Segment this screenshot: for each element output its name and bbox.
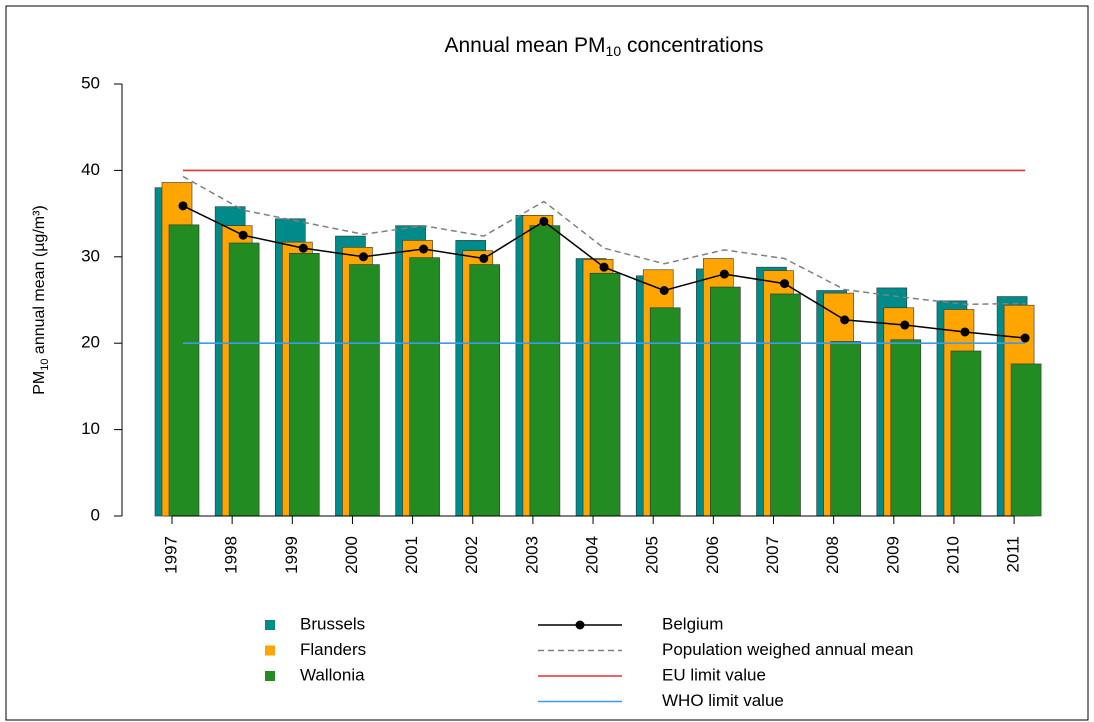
bar xyxy=(890,339,922,517)
x-tick-label: 1999 xyxy=(282,536,301,574)
bar xyxy=(168,224,200,517)
legend-label: Flanders xyxy=(300,640,366,659)
y-tick-label: 10 xyxy=(81,419,100,438)
legend-swatch xyxy=(265,645,275,656)
bar xyxy=(228,242,260,517)
y-tick-label: 30 xyxy=(81,246,100,265)
line-marker xyxy=(1020,333,1030,343)
legend-label: Wallonia xyxy=(300,665,365,684)
x-tick-label: 2003 xyxy=(522,536,541,574)
line-marker xyxy=(900,320,910,330)
chart-title: Annual mean PM10 concentrations xyxy=(444,34,763,59)
x-tick-label: 1998 xyxy=(222,536,241,574)
bar xyxy=(710,286,741,517)
y-tick-label: 20 xyxy=(81,333,100,352)
ylabel-tail: annual mean (µg/m³) xyxy=(31,205,48,358)
title-main: Annual mean PM xyxy=(444,34,605,57)
bar xyxy=(529,225,561,517)
line-series xyxy=(182,175,1026,306)
line-marker xyxy=(238,230,248,240)
x-tick-label: 2009 xyxy=(883,536,902,574)
y-axis-label: PM10 annual mean (µg/m³) xyxy=(31,205,51,395)
legend-label: WHO limit value xyxy=(662,691,784,710)
legend-label: EU limit value xyxy=(662,665,766,684)
bar xyxy=(589,272,621,517)
title-sub: 10 xyxy=(606,43,622,59)
line-marker xyxy=(960,327,970,337)
x-tick-label: 2004 xyxy=(583,536,602,574)
line-marker xyxy=(659,285,669,295)
bar xyxy=(830,341,861,517)
x-tick-label: 2007 xyxy=(763,536,782,574)
line-marker xyxy=(539,216,549,226)
legend-marker xyxy=(575,620,585,630)
bar xyxy=(1010,363,1042,517)
line-marker xyxy=(358,252,368,262)
legend-swatch xyxy=(265,671,275,681)
bar xyxy=(349,264,380,517)
x-tick-label: 2008 xyxy=(823,536,842,574)
ylabel-sub: 10 xyxy=(39,359,51,371)
line-marker xyxy=(599,262,609,272)
line-marker xyxy=(419,244,429,254)
line-marker xyxy=(479,254,489,264)
x-tick-label: 1997 xyxy=(161,536,180,574)
bar xyxy=(469,264,501,517)
x-tick-label: 2005 xyxy=(643,536,662,574)
y-tick-label: 40 xyxy=(81,160,100,179)
x-tick-label: 2011 xyxy=(1004,536,1023,573)
y-tick-label: 50 xyxy=(81,73,100,92)
y-tick-label: 0 xyxy=(91,505,100,524)
x-tick-label: 2001 xyxy=(402,536,421,574)
bar xyxy=(649,307,681,517)
line-marker xyxy=(298,243,308,253)
bar xyxy=(288,253,320,517)
bar xyxy=(950,350,982,517)
x-tick-label: 2000 xyxy=(342,536,361,574)
line-marker xyxy=(840,315,850,325)
x-tick-label: 2006 xyxy=(703,536,722,574)
bar xyxy=(409,257,440,517)
line-marker xyxy=(780,279,789,289)
ylabel-main: PM xyxy=(31,371,48,395)
legend-label: Population weighed annual mean xyxy=(662,640,913,659)
x-tick-label: 2002 xyxy=(462,536,481,574)
bar xyxy=(770,293,801,517)
legend-label: Brussels xyxy=(300,614,365,633)
title-tail: concentrations xyxy=(621,34,763,57)
line-marker xyxy=(719,269,729,279)
x-tick-label: 2010 xyxy=(943,536,962,574)
legend-label: Belgium xyxy=(662,614,723,633)
line-marker xyxy=(178,201,188,211)
legend-swatch xyxy=(265,620,275,630)
